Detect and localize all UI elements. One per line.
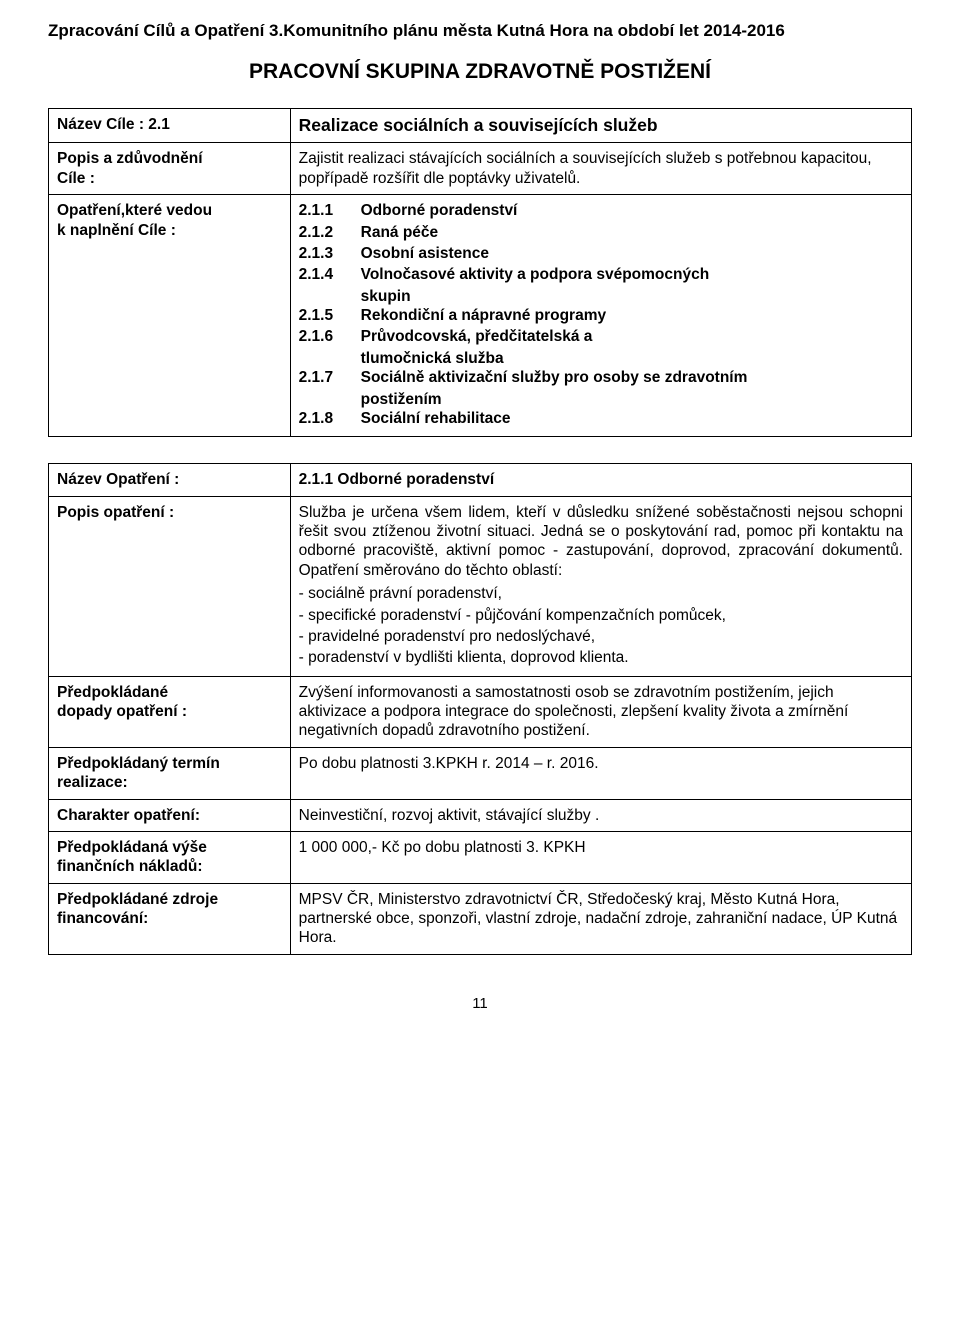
measure-item: 2.1.3 Osobní asistence [299, 244, 903, 263]
impacts-label-line1: Předpokládané [57, 683, 282, 702]
fund-label: Předpokládané zdroje financování: [49, 883, 291, 954]
measure-table: Název Opatření : 2.1.1 Odborné poradenst… [48, 463, 912, 955]
measures-label-line2: k naplnění Cíle : [57, 221, 282, 240]
measure-item-continuation: skupin [299, 287, 903, 306]
term-label-line1: Předpokládaný termín [57, 754, 282, 773]
measure-desc-value: Služba je určena všem lidem, kteří v důs… [290, 496, 911, 676]
measure-item: 2.1.2 Raná péče [299, 223, 903, 242]
measures-list-cell: 2.1.1Odborné poradenství2.1.2Raná péče2.… [290, 195, 911, 437]
document-header: Zpracování Cílů a Opatření 3.Komunitního… [48, 20, 912, 41]
cost-value: 1 000 000,- Kč po dobu platnosti 3. KPKH [290, 831, 911, 883]
measure-name-label: Název Opatření : [49, 464, 291, 496]
fund-value: MPSV ČR, Ministerstvo zdravotnictví ČR, … [290, 883, 911, 954]
measure-item-continuation: postižením [299, 390, 903, 409]
document-subtitle: PRACOVNÍ SKUPINA ZDRAVOTNĚ POSTIŽENÍ [48, 59, 912, 85]
measure-item-number: 2.1.5 [299, 306, 343, 325]
measure-item: 2.1.1 Odborné poradenství [299, 201, 903, 220]
impacts-label-line2: dopady opatření : [57, 702, 282, 721]
term-value: Po dobu platnosti 3.KPKH r. 2014 – r. 20… [290, 747, 911, 799]
goal-name-value: Realizace sociálních a souvisejících slu… [290, 108, 911, 143]
measure-item: 2.1.5 Rekondiční a nápravné programy [299, 306, 903, 325]
fund-label-line2: financování: [57, 909, 282, 928]
measure-item-number: 2.1.6 [299, 327, 343, 346]
measure-item-text: Sociálně aktivizační služby pro osoby se… [361, 368, 903, 387]
measure-item-number: 2.1.2 [299, 223, 343, 242]
measure-item-text: Odborné poradenství [361, 201, 903, 220]
term-label-line2: realizace: [57, 773, 282, 792]
measure-desc-bullet: - pravidelné poradenství pro nedoslýchav… [299, 627, 903, 646]
measure-desc-bullet: - poradenství v bydlišti klienta, doprov… [299, 648, 903, 667]
measure-desc-bullet: - sociálně právní poradenství, [299, 584, 903, 603]
goal-desc-label-line1: Popis a zdůvodnění [57, 149, 282, 168]
measure-item-text: Volnočasové aktivity a podpora svépomocn… [361, 265, 903, 284]
impacts-value: Zvýšení informovanosti a samostatnosti o… [290, 676, 911, 747]
goal-table: Název Cíle : 2.1 Realizace sociálních a … [48, 108, 912, 438]
measure-desc-para: Služba je určena všem lidem, kteří v důs… [299, 503, 903, 581]
measure-item: 2.1.7 Sociálně aktivizační služby pro oso… [299, 368, 903, 387]
measure-item-number: 2.1.4 [299, 265, 343, 284]
cost-label: Předpokládaná výše finančních nákladů: [49, 831, 291, 883]
measure-item-number: 2.1.7 [299, 368, 343, 387]
goal-name-label: Název Cíle : 2.1 [49, 108, 291, 143]
measure-item-text: Osobní asistence [361, 244, 903, 263]
fund-label-line1: Předpokládané zdroje [57, 890, 282, 909]
measure-item: 2.1.8 Sociální rehabilitace [299, 409, 903, 428]
measures-label: Opatření,které vedou k naplnění Cíle : [49, 195, 291, 437]
char-label: Charakter opatření: [49, 799, 291, 831]
measure-item: 2.1.6 Průvodcovská, předčitatelská a [299, 327, 903, 346]
measure-desc-bullet: - specifické poradenství - půjčování kom… [299, 606, 903, 625]
measure-item-text: Raná péče [361, 223, 903, 242]
measure-item-text: Sociální rehabilitace [361, 409, 903, 428]
char-value: Neinvestiční, rozvoj aktivit, stávající … [290, 799, 911, 831]
term-label: Předpokládaný termín realizace: [49, 747, 291, 799]
measures-label-line1: Opatření,které vedou [57, 201, 282, 220]
goal-desc-value: Zajistit realizaci stávajících sociálníc… [290, 143, 911, 195]
measure-item-continuation: tlumočnická služba [299, 349, 903, 368]
measure-item-number: 2.1.8 [299, 409, 343, 428]
goal-desc-label: Popis a zdůvodnění Cíle : [49, 143, 291, 195]
measure-item-number: 2.1.1 [299, 201, 343, 220]
measure-item-text: Rekondiční a nápravné programy [361, 306, 903, 325]
page-number: 11 [48, 995, 912, 1014]
measure-name-value: 2.1.1 Odborné poradenství [290, 464, 911, 496]
cost-label-line1: Předpokládaná výše [57, 838, 282, 857]
cost-label-line2: finančních nákladů: [57, 857, 282, 876]
measure-item-number: 2.1.3 [299, 244, 343, 263]
goal-desc-label-line2: Cíle : [57, 169, 282, 188]
measure-item-text: Průvodcovská, předčitatelská a [361, 327, 903, 346]
measure-item: 2.1.4 Volnočasové aktivity a podpora svép… [299, 265, 903, 284]
impacts-label: Předpokládané dopady opatření : [49, 676, 291, 747]
measure-desc-label: Popis opatření : [49, 496, 291, 676]
